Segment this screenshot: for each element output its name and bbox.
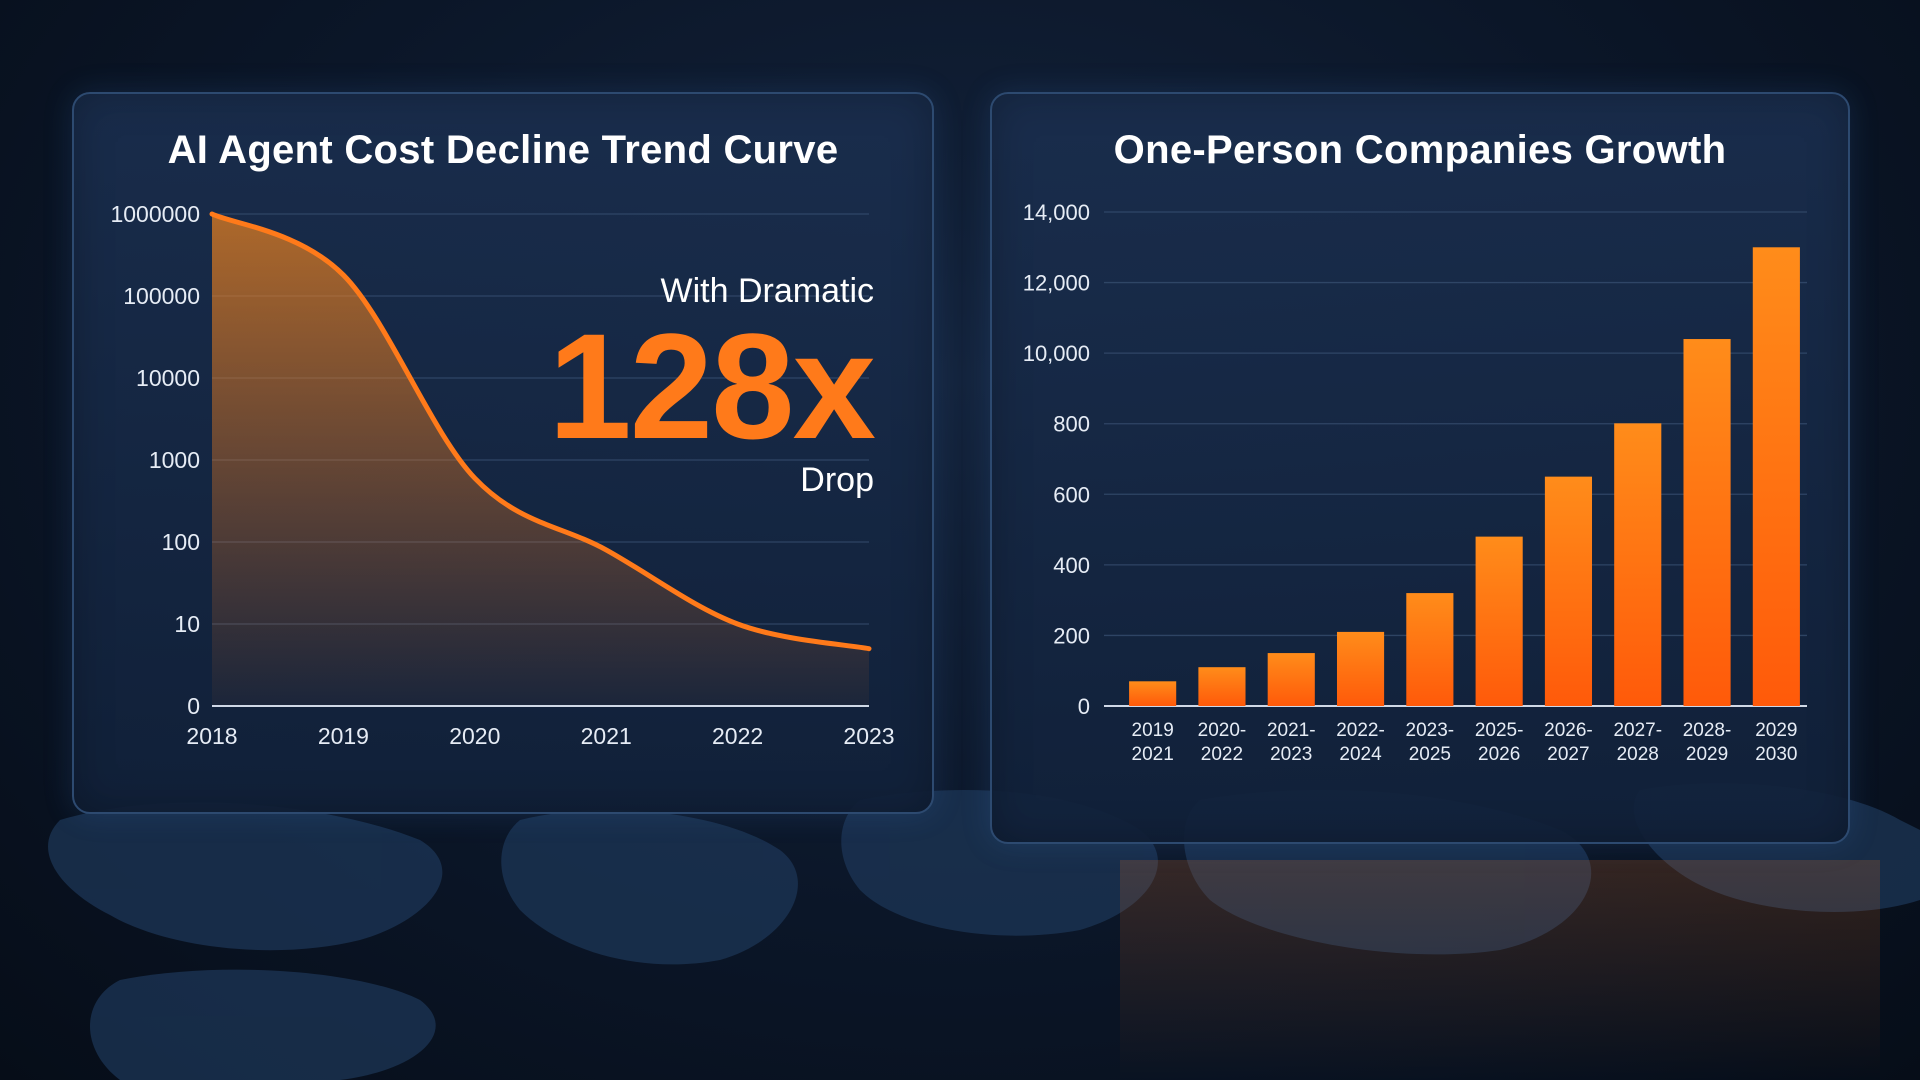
growth-bar [1683, 339, 1731, 706]
cost-decline-panel: AI Agent Cost Decline Trend Curve 100000… [72, 92, 934, 814]
growth-bar [1614, 423, 1662, 706]
companies-growth-panel: One-Person Companies Growth 14,000 12,000… [990, 92, 1850, 844]
x-tick-label: 2025 [1409, 744, 1451, 765]
drop-callout: With Dramatic 128x Drop [548, 272, 876, 500]
x-tick-label: 2026- [1544, 720, 1593, 741]
y-tick-label: 200 [1053, 623, 1090, 648]
companies-growth-chart: 14,000 12,000 10,000 800 600 400 200 0 2019 2021 2… [1023, 200, 1807, 765]
x-tick-label: 2021- [1267, 720, 1316, 741]
growth-chart-title: One-Person Companies Growth [1113, 128, 1727, 172]
x-tick-label: 2025- [1475, 720, 1524, 741]
x-tick-label: 2023 [1270, 744, 1312, 765]
x-tick-label: 2018 [186, 723, 237, 749]
y-tick-label: 0 [187, 693, 200, 719]
y-tick-label: 1000000 [110, 201, 200, 227]
y-tick-label: 800 [1053, 412, 1090, 437]
y-tick-label: 10 [174, 611, 200, 637]
x-tick-label: 2022 [1201, 744, 1243, 765]
y-tick-label: 0 [1078, 694, 1090, 719]
y-tick-label: 10000 [136, 365, 200, 391]
callout-value: 128x [548, 302, 876, 470]
x-tick-label: 2029 [1755, 720, 1797, 741]
x-tick-label: 2030 [1755, 744, 1797, 765]
growth-bar [1198, 667, 1246, 706]
y-tick-label: 400 [1053, 553, 1090, 578]
x-tick-label: 2021 [581, 723, 632, 749]
x-tick-label: 2022- [1336, 720, 1385, 741]
x-tick-label: 2019 [1132, 720, 1174, 741]
y-tick-label: 100 [162, 529, 200, 555]
x-tick-label: 2020- [1198, 720, 1247, 741]
x-tick-label: 2023- [1406, 720, 1455, 741]
x-tick-label: 2028 [1617, 744, 1659, 765]
y-tick-label: 100000 [123, 283, 200, 309]
growth-bar [1475, 536, 1523, 706]
x-tick-label: 2020 [449, 723, 500, 749]
x-tick-label: 2028- [1683, 720, 1732, 741]
y-tick-label: 1000 [149, 447, 200, 473]
x-tick-label: 2024 [1339, 744, 1382, 765]
growth-bar [1544, 476, 1593, 706]
cost-area-fill [212, 214, 869, 706]
callout-suffix: Drop [800, 461, 874, 499]
growth-bar [1752, 247, 1800, 707]
x-tick-label: 2026 [1478, 744, 1520, 765]
cost-series-line [209, 211, 872, 652]
y-tick-label: 10,000 [1023, 341, 1090, 366]
x-tick-label: 2027 [1547, 744, 1589, 765]
cost-chart-title: AI Agent Cost Decline Trend Curve [167, 128, 839, 172]
growth-bar [1129, 681, 1177, 706]
growth-bar [1336, 631, 1385, 706]
x-tick-label: 2021 [1132, 744, 1174, 765]
x-tick-label: 2019 [318, 723, 369, 749]
x-tick-label: 2029 [1686, 744, 1728, 765]
x-tick-label: 2023 [843, 723, 894, 749]
x-tick-label: 2027- [1613, 720, 1662, 741]
y-tick-label: 12,000 [1023, 271, 1090, 296]
growth-bar [1267, 653, 1315, 706]
x-tick-label: 2022 [712, 723, 763, 749]
growth-bar [1406, 593, 1454, 706]
callout-prefix: With Dramatic [660, 272, 874, 310]
y-tick-label: 14,000 [1023, 200, 1090, 225]
y-tick-label: 600 [1053, 482, 1090, 507]
